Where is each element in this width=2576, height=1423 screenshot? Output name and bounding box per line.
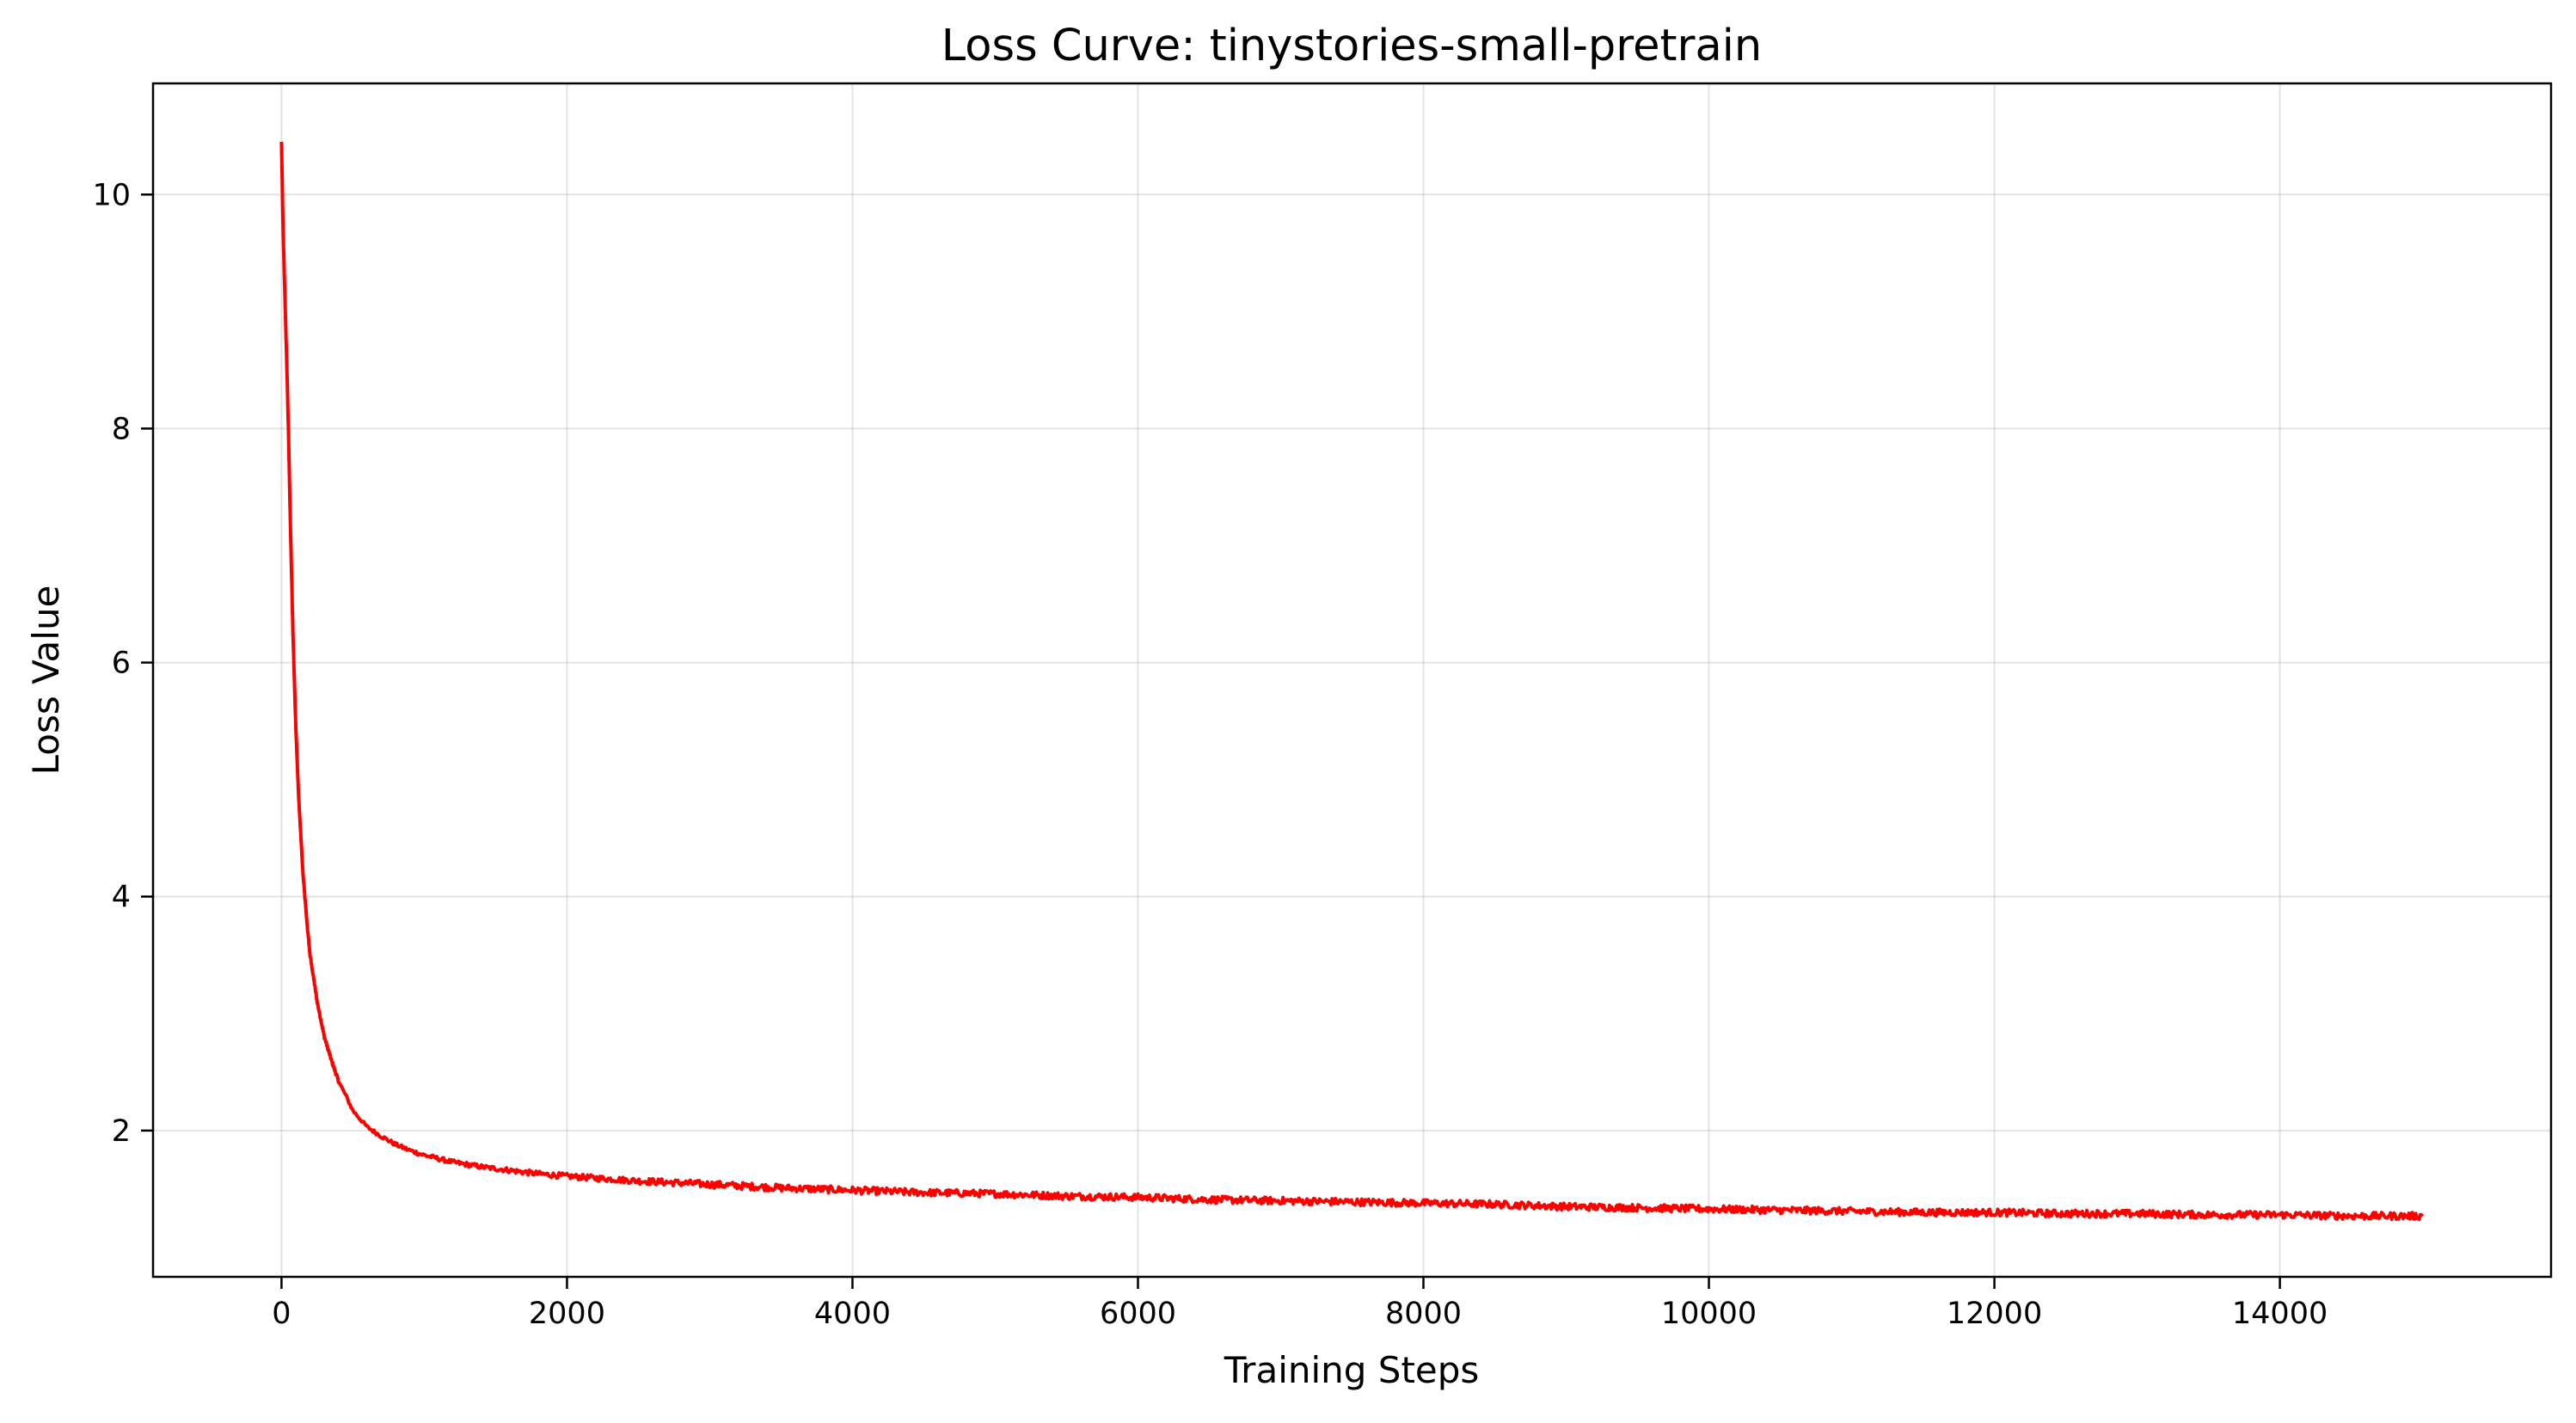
x-tick-label: 6000 [1100,1297,1176,1331]
y-axis-label: Loss Value [25,586,67,776]
x-tick-label: 0 [272,1297,291,1331]
y-tick-label: 4 [112,880,131,915]
y-tick-label: 10 [92,178,131,212]
x-tick-label: 14000 [2232,1297,2328,1331]
chart-title: Loss Curve: tinystories-small-pretrain [941,21,1762,71]
x-tick-label: 12000 [1947,1297,2042,1331]
loss-series-line [279,141,2425,1222]
series-layer [279,141,2425,1222]
x-tick-label: 4000 [814,1297,891,1331]
y-tick-label: 6 [112,647,131,681]
x-tick-label: 8000 [1385,1297,1462,1331]
plot-frame [151,82,2553,1279]
grid-lines [153,83,2551,1277]
axis-ticks: 0 2000 4000 6000 8000 10000 12000 14000 2 4 6 8 10 [92,178,2328,1331]
x-tick-label: 10000 [1661,1297,1757,1331]
y-tick-label: 2 [112,1114,131,1149]
x-tick-label: 2000 [529,1297,605,1331]
x-axis-label: Training Steps [1224,1349,1480,1391]
y-tick-label: 8 [112,412,131,446]
